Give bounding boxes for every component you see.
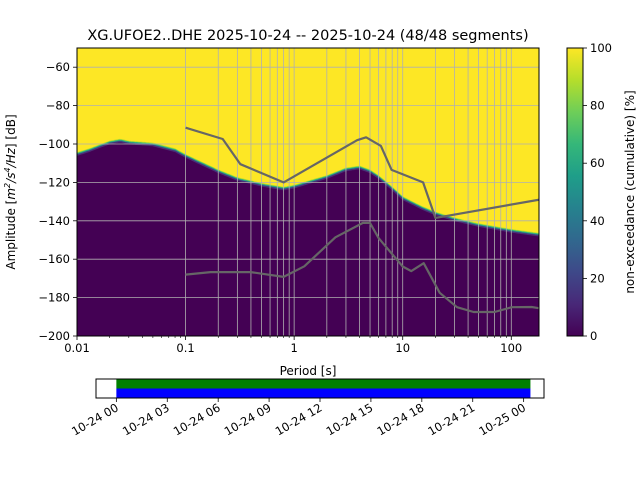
colorbar-tick-label: 80 [590, 99, 605, 113]
psd-low-region [77, 142, 539, 336]
x-tick-label: 1 [290, 341, 297, 355]
colorbar-label: non-exceedance (cumulative) [%] [623, 90, 637, 293]
colorbar-tick-label: 100 [590, 41, 612, 55]
colorbar-ticks: 0 20 40 60 80 100 [583, 41, 612, 343]
timeline-tick-label: 10-24 18 [375, 400, 427, 438]
timeline-bar-used [116, 388, 531, 398]
timeline: 10-24 00 10-24 03 10-24 06 10-24 09 10-24 12… [69, 378, 545, 438]
colorbar-tick-label: 60 [590, 156, 605, 170]
x-axis-label: Period [s] [280, 364, 337, 378]
timeline-tick-label: 10-24 12 [273, 400, 325, 438]
timeline-tick-label: 10-25 00 [476, 400, 528, 438]
x-tick-label: 10 [395, 341, 410, 355]
y-tick-label: −140 [38, 214, 70, 228]
y-label-prefix: Amplitude [ [4, 200, 18, 270]
psd-transition-band [77, 141, 539, 237]
plot-frame [76, 47, 540, 337]
timeline-bar-data [116, 379, 531, 389]
noise-model-layer [185, 126, 539, 314]
y-label-unit-m: m [4, 188, 18, 200]
x-tick-label: 0.01 [64, 341, 90, 355]
y-tick-label: −200 [38, 329, 70, 343]
x-axis-ticks: 0.01 0.1 1 10 100 [64, 336, 522, 355]
colorbar: 0 20 40 60 80 100 non-exceedance (cumulative)… [566, 41, 637, 343]
y-label-exp-2: 2 [3, 183, 12, 188]
chart-title: XG.UFOE2..DHE 2025-10-24 -- 2025-10-24 (… [87, 28, 528, 44]
timeline-ticks: 10-24 00 10-24 03 10-24 06 10-24 09 10-24 12… [69, 398, 528, 438]
high-noise-model [185, 126, 539, 219]
timeline-tick-label: 10-24 03 [120, 400, 172, 438]
x-tick-label: 100 [500, 341, 522, 355]
timeline-tick-label: 10-24 15 [324, 400, 376, 438]
low-noise-model [185, 221, 539, 314]
colorbar-fill [566, 47, 584, 337]
timeline-tick-label: 10-24 00 [69, 400, 121, 438]
ppsd-plot: 0.01 0.1 1 10 100 −200 −180 −160 −140 −120 −100 −8… [38, 47, 540, 355]
timeline-bars [116, 379, 531, 398]
grid-layer [77, 48, 539, 336]
timeline-tick-label: 10-24 09 [222, 400, 274, 438]
y-tick-label: −160 [38, 252, 70, 266]
y-tick-label: −80 [46, 99, 70, 113]
y-label-unit-s: /s [4, 173, 18, 184]
y-tick-label: −180 [38, 291, 70, 305]
y-tick-label: −100 [38, 137, 70, 151]
timeline-tick-label: 10-24 21 [425, 400, 477, 438]
y-tick-label: −120 [38, 175, 70, 189]
y-label-suffix: ] [dB] [4, 114, 18, 148]
y-label-exp-4: 4 [3, 167, 12, 172]
colorbar-tick-label: 40 [590, 214, 605, 228]
y-axis-ticks: −200 −180 −160 −140 −120 −100 −80 −60 [38, 60, 77, 343]
y-tick-label: −60 [46, 60, 70, 74]
colorbar-tick-label: 20 [590, 271, 605, 285]
x-tick-label: 0.1 [176, 341, 194, 355]
timeline-tick-label: 10-24 06 [171, 400, 223, 438]
y-axis-label: Amplitude [m2/s4/Hz] [dB] [3, 114, 18, 269]
y-label-unit-hz: /Hz [4, 147, 18, 168]
colorbar-tick-label: 0 [590, 329, 597, 343]
